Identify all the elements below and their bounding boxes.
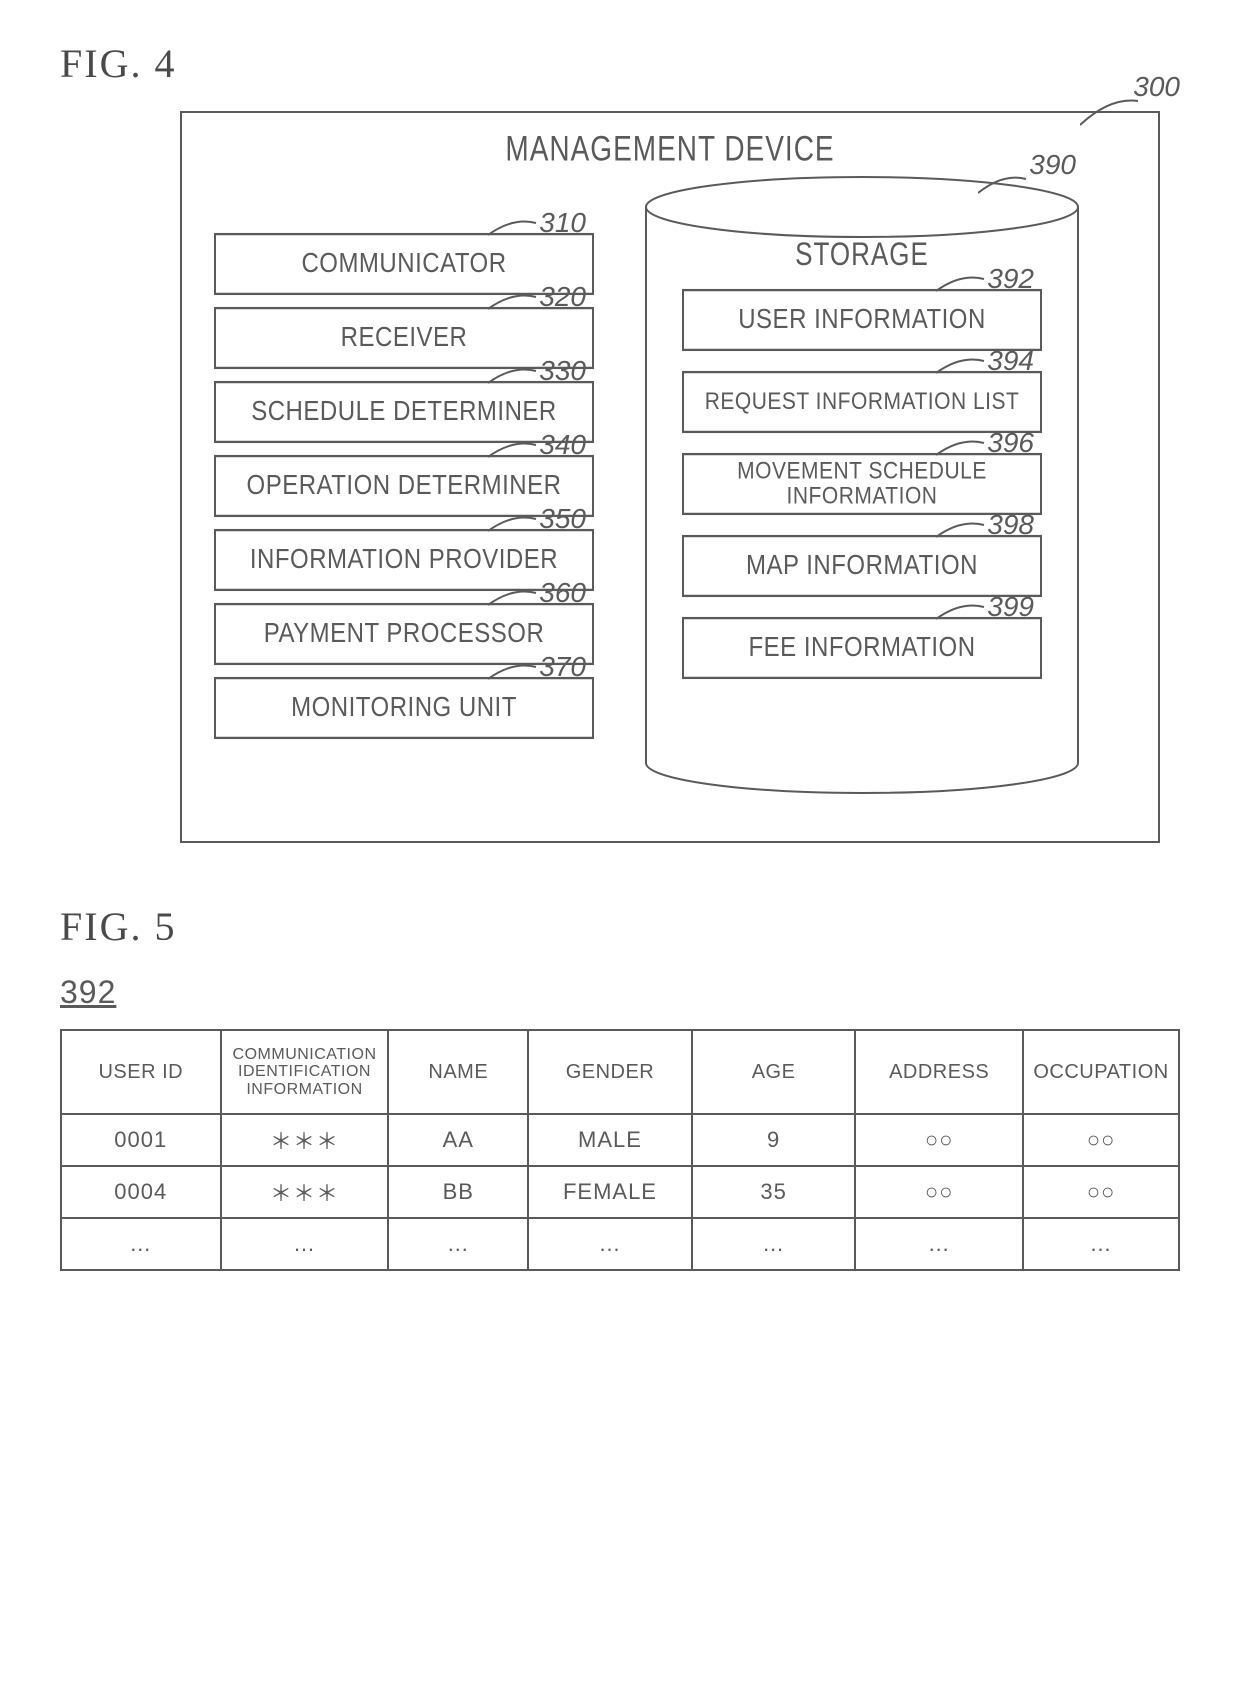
storage-item-request-information-list: 394 REQUEST INFORMATION LIST (682, 375, 1042, 429)
management-device-area: 300 MANAGEMENT DEVICE 310 COMMUNICATOR 3… (180, 111, 1160, 843)
cell: … (855, 1218, 1023, 1270)
component-box: OPERATION DETERMINER (214, 455, 594, 517)
component-box: RECEIVER (214, 307, 594, 369)
table-body: 0001 ＊＊＊ AA MALE 9 ○○ ○○ 0004 ＊＊＊ BB FEM… (61, 1114, 1179, 1270)
fig5-title: FIG. 5 (60, 903, 1180, 950)
cell: … (692, 1218, 855, 1270)
col-user-id: USER ID (61, 1030, 221, 1114)
cell: ○○ (1023, 1166, 1179, 1218)
storage-item-movement-schedule-information: 396 MOVEMENT SCHEDULE INFORMATION (682, 457, 1042, 511)
table-row: 0001 ＊＊＊ AA MALE 9 ○○ ○○ (61, 1114, 1179, 1166)
component-box: MAP INFORMATION (682, 535, 1042, 597)
component-schedule-determiner: 330 SCHEDULE DETERMINER (214, 385, 594, 439)
user-information-table: USER ID COMMUNICATION IDENTIFICATION INF… (60, 1029, 1180, 1271)
cell: … (1023, 1218, 1179, 1270)
component-box: USER INFORMATION (682, 289, 1042, 351)
table-row: 0004 ＊＊＊ BB FEMALE 35 ○○ ○○ (61, 1166, 1179, 1218)
cell: 0001 (61, 1114, 221, 1166)
col-occupation: OCCUPATION (1023, 1030, 1179, 1114)
component-information-provider: 350 INFORMATION PROVIDER (214, 533, 594, 587)
table-header-row: USER ID COMMUNICATION IDENTIFICATION INF… (61, 1030, 1179, 1114)
component-communicator: 310 COMMUNICATOR (214, 237, 594, 291)
storage-item-fee-information: 399 FEE INFORMATION (682, 621, 1042, 675)
col-communication-identification-information: COMMUNICATION IDENTIFICATION INFORMATION (221, 1030, 389, 1114)
cell: ＊＊＊ (221, 1114, 389, 1166)
component-box: FEE INFORMATION (682, 617, 1042, 679)
component-monitoring-unit: 370 MONITORING UNIT (214, 681, 594, 735)
device-box: MANAGEMENT DEVICE 310 COMMUNICATOR 320 R… (180, 111, 1160, 843)
cell: MALE (528, 1114, 692, 1166)
cell: 9 (692, 1114, 855, 1166)
cell: … (388, 1218, 528, 1270)
cell: BB (388, 1166, 528, 1218)
cell: AA (388, 1114, 528, 1166)
table-row: … … … … … … … (61, 1218, 1179, 1270)
col-gender: GENDER (528, 1030, 692, 1114)
cell: ＊＊＊ (221, 1166, 389, 1218)
col-age: AGE (692, 1030, 855, 1114)
cell: ○○ (1023, 1114, 1179, 1166)
cell: ○○ (855, 1114, 1023, 1166)
component-box: PAYMENT PROCESSOR (214, 603, 594, 665)
col-name: NAME (388, 1030, 528, 1114)
cell: … (528, 1218, 692, 1270)
storage-cylinder: STORAGE 392 USER INFORMATION 394 REQUEST… (642, 173, 1082, 813)
storage-item-map-information: 398 MAP INFORMATION (682, 539, 1042, 593)
component-box: SCHEDULE DETERMINER (214, 381, 594, 443)
component-box: INFORMATION PROVIDER (214, 529, 594, 591)
component-box: REQUEST INFORMATION LIST (682, 371, 1042, 433)
fig4-title: FIG. 4 (60, 40, 1180, 87)
cell: ○○ (855, 1166, 1023, 1218)
col-address: ADDRESS (855, 1030, 1023, 1114)
component-receiver: 320 RECEIVER (214, 311, 594, 365)
storage-item-user-information: 392 USER INFORMATION (682, 293, 1042, 347)
component-operation-determiner: 340 OPERATION DETERMINER (214, 459, 594, 513)
component-box: COMMUNICATOR (214, 233, 594, 295)
cell: 35 (692, 1166, 855, 1218)
component-box: MONITORING UNIT (214, 677, 594, 739)
device-title: MANAGEMENT DEVICE (214, 129, 1126, 169)
component-box: MOVEMENT SCHEDULE INFORMATION (682, 453, 1042, 515)
cell: FEMALE (528, 1166, 692, 1218)
component-payment-processor: 360 PAYMENT PROCESSOR (214, 607, 594, 661)
cell: … (221, 1218, 389, 1270)
fig5-subtitle: 392 (60, 974, 1180, 1011)
device-ref-label: 300 (1133, 71, 1180, 103)
left-component-column: 310 COMMUNICATOR 320 RECEIVER 330 SCHEDU… (214, 237, 594, 735)
cell: 0004 (61, 1166, 221, 1218)
storage-items: 392 USER INFORMATION 394 REQUEST INFORMA… (682, 293, 1042, 675)
cell: … (61, 1218, 221, 1270)
storage-column: 390 STORAGE 392 USER INFORMATI (642, 173, 1082, 813)
